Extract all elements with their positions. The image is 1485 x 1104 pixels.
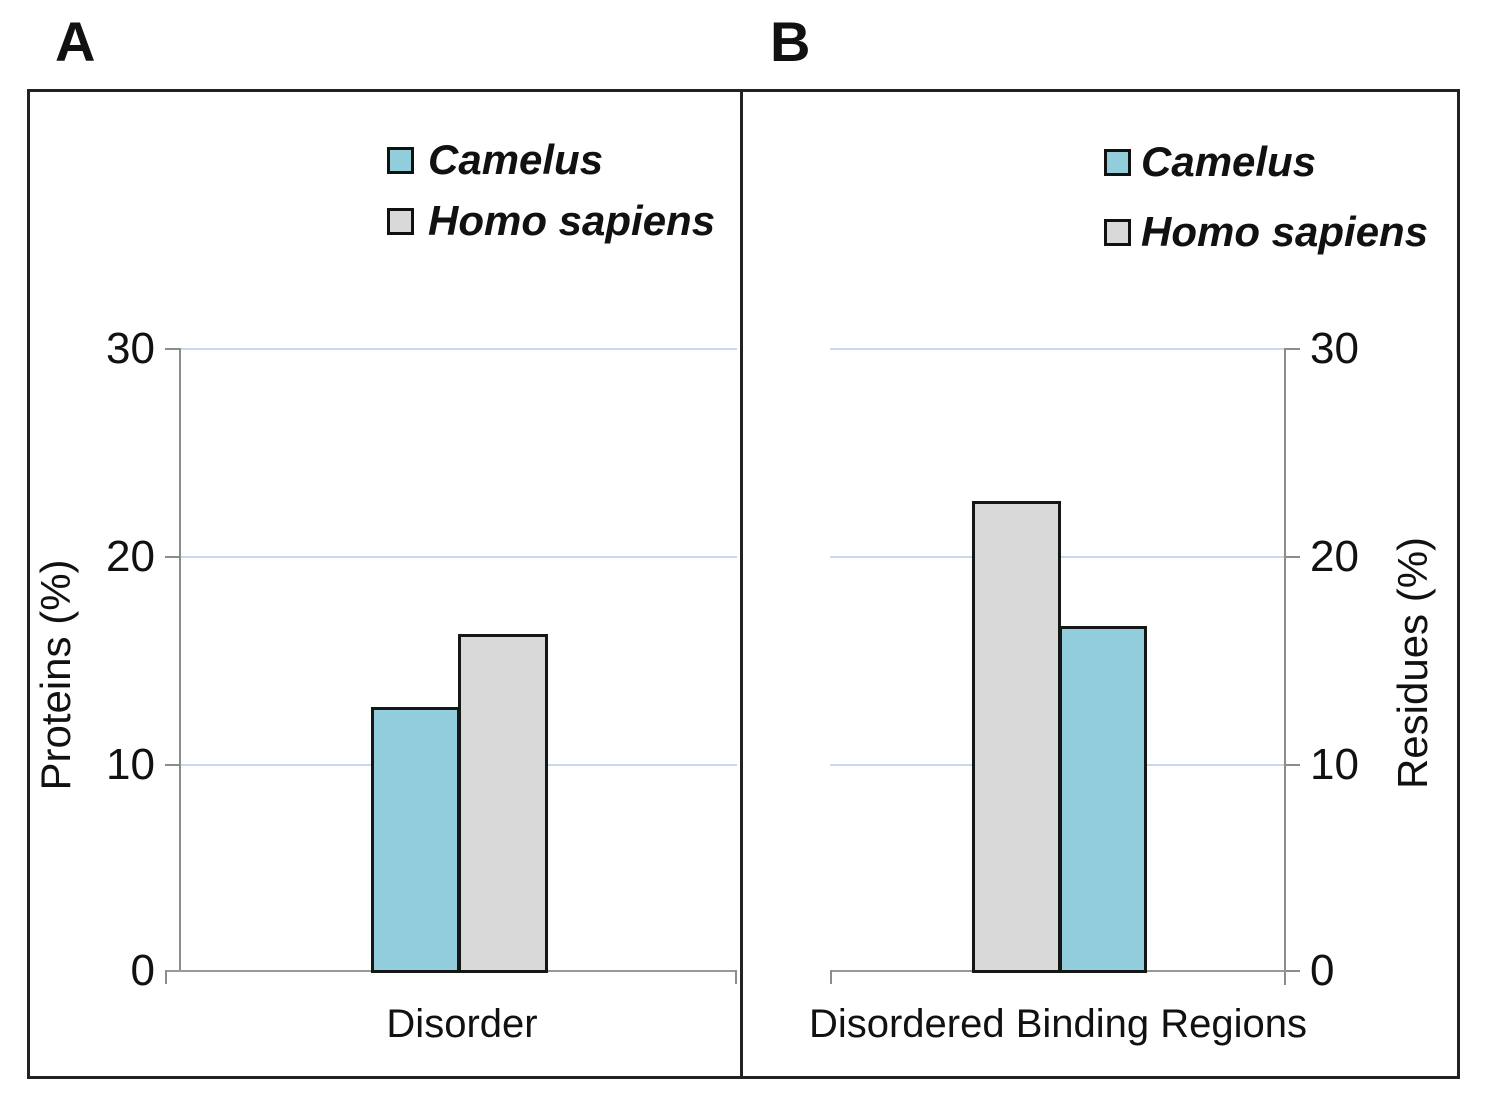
x-axis-b-left-hook — [830, 970, 832, 984]
x-axis-a-right-hook — [735, 970, 737, 984]
y-tick-b-20 — [1286, 556, 1300, 558]
x-category-label-a: Disorder — [386, 1002, 538, 1046]
y-tick-label-a-0: 0 — [130, 946, 155, 995]
y-axis-line-a — [179, 348, 181, 972]
y-tick-label-a-10: 10 — [106, 740, 155, 789]
y-tick-a-10 — [165, 764, 179, 766]
panel-divider — [740, 89, 743, 1079]
legend-swatch-homo-sapiens — [1104, 219, 1131, 246]
y-tick-label-a-30: 30 — [106, 324, 155, 373]
bar-b-camelus — [1059, 626, 1147, 973]
bar-a-camelus — [371, 707, 460, 973]
legend-label-camelus: Camelus — [1141, 138, 1317, 185]
bar-b-homo-sapiens — [972, 501, 1061, 973]
legend-swatch-camelus — [387, 147, 414, 174]
legend-label-homo-sapiens: Homo sapiens — [1141, 208, 1429, 255]
y-tick-label-b-30: 30 — [1310, 324, 1359, 373]
gridline-b-30 — [830, 348, 1285, 350]
y-axis-title-proteins: Proteins (%) — [32, 559, 79, 791]
panel-b-label: B — [770, 10, 811, 73]
y-axis-title-residues: Residues (%) — [1389, 536, 1436, 790]
legend-label-homo-sapiens: Homo sapiens — [428, 197, 716, 244]
y-tick-label-b-10: 10 — [1310, 740, 1359, 789]
legend-swatch-camelus — [1104, 149, 1131, 176]
x-axis-a-left-hook — [165, 970, 167, 984]
bar-a-homo-sapiens — [458, 634, 548, 973]
legend-swatch-homo-sapiens — [387, 208, 414, 235]
y-tick-b-10 — [1286, 764, 1300, 766]
figure-frame — [27, 89, 1460, 1079]
y-tick-a-30 — [165, 348, 179, 350]
y-tick-label-b-20: 20 — [1310, 532, 1359, 581]
legend-label-camelus: Camelus — [428, 136, 604, 183]
y-tick-b-30 — [1286, 348, 1300, 350]
y-tick-b-0 — [1286, 970, 1300, 972]
y-tick-label-a-20: 20 — [106, 532, 155, 581]
gridline-a-30 — [181, 348, 737, 350]
gridline-a-20 — [181, 556, 737, 558]
panel-a-label: A — [55, 10, 96, 73]
y-tick-a-20 — [165, 556, 179, 558]
y-axis-line-b — [1284, 348, 1286, 985]
y-tick-label-b-0: 0 — [1310, 946, 1335, 995]
x-category-label-b: Disordered Binding Regions — [808, 1002, 1308, 1046]
